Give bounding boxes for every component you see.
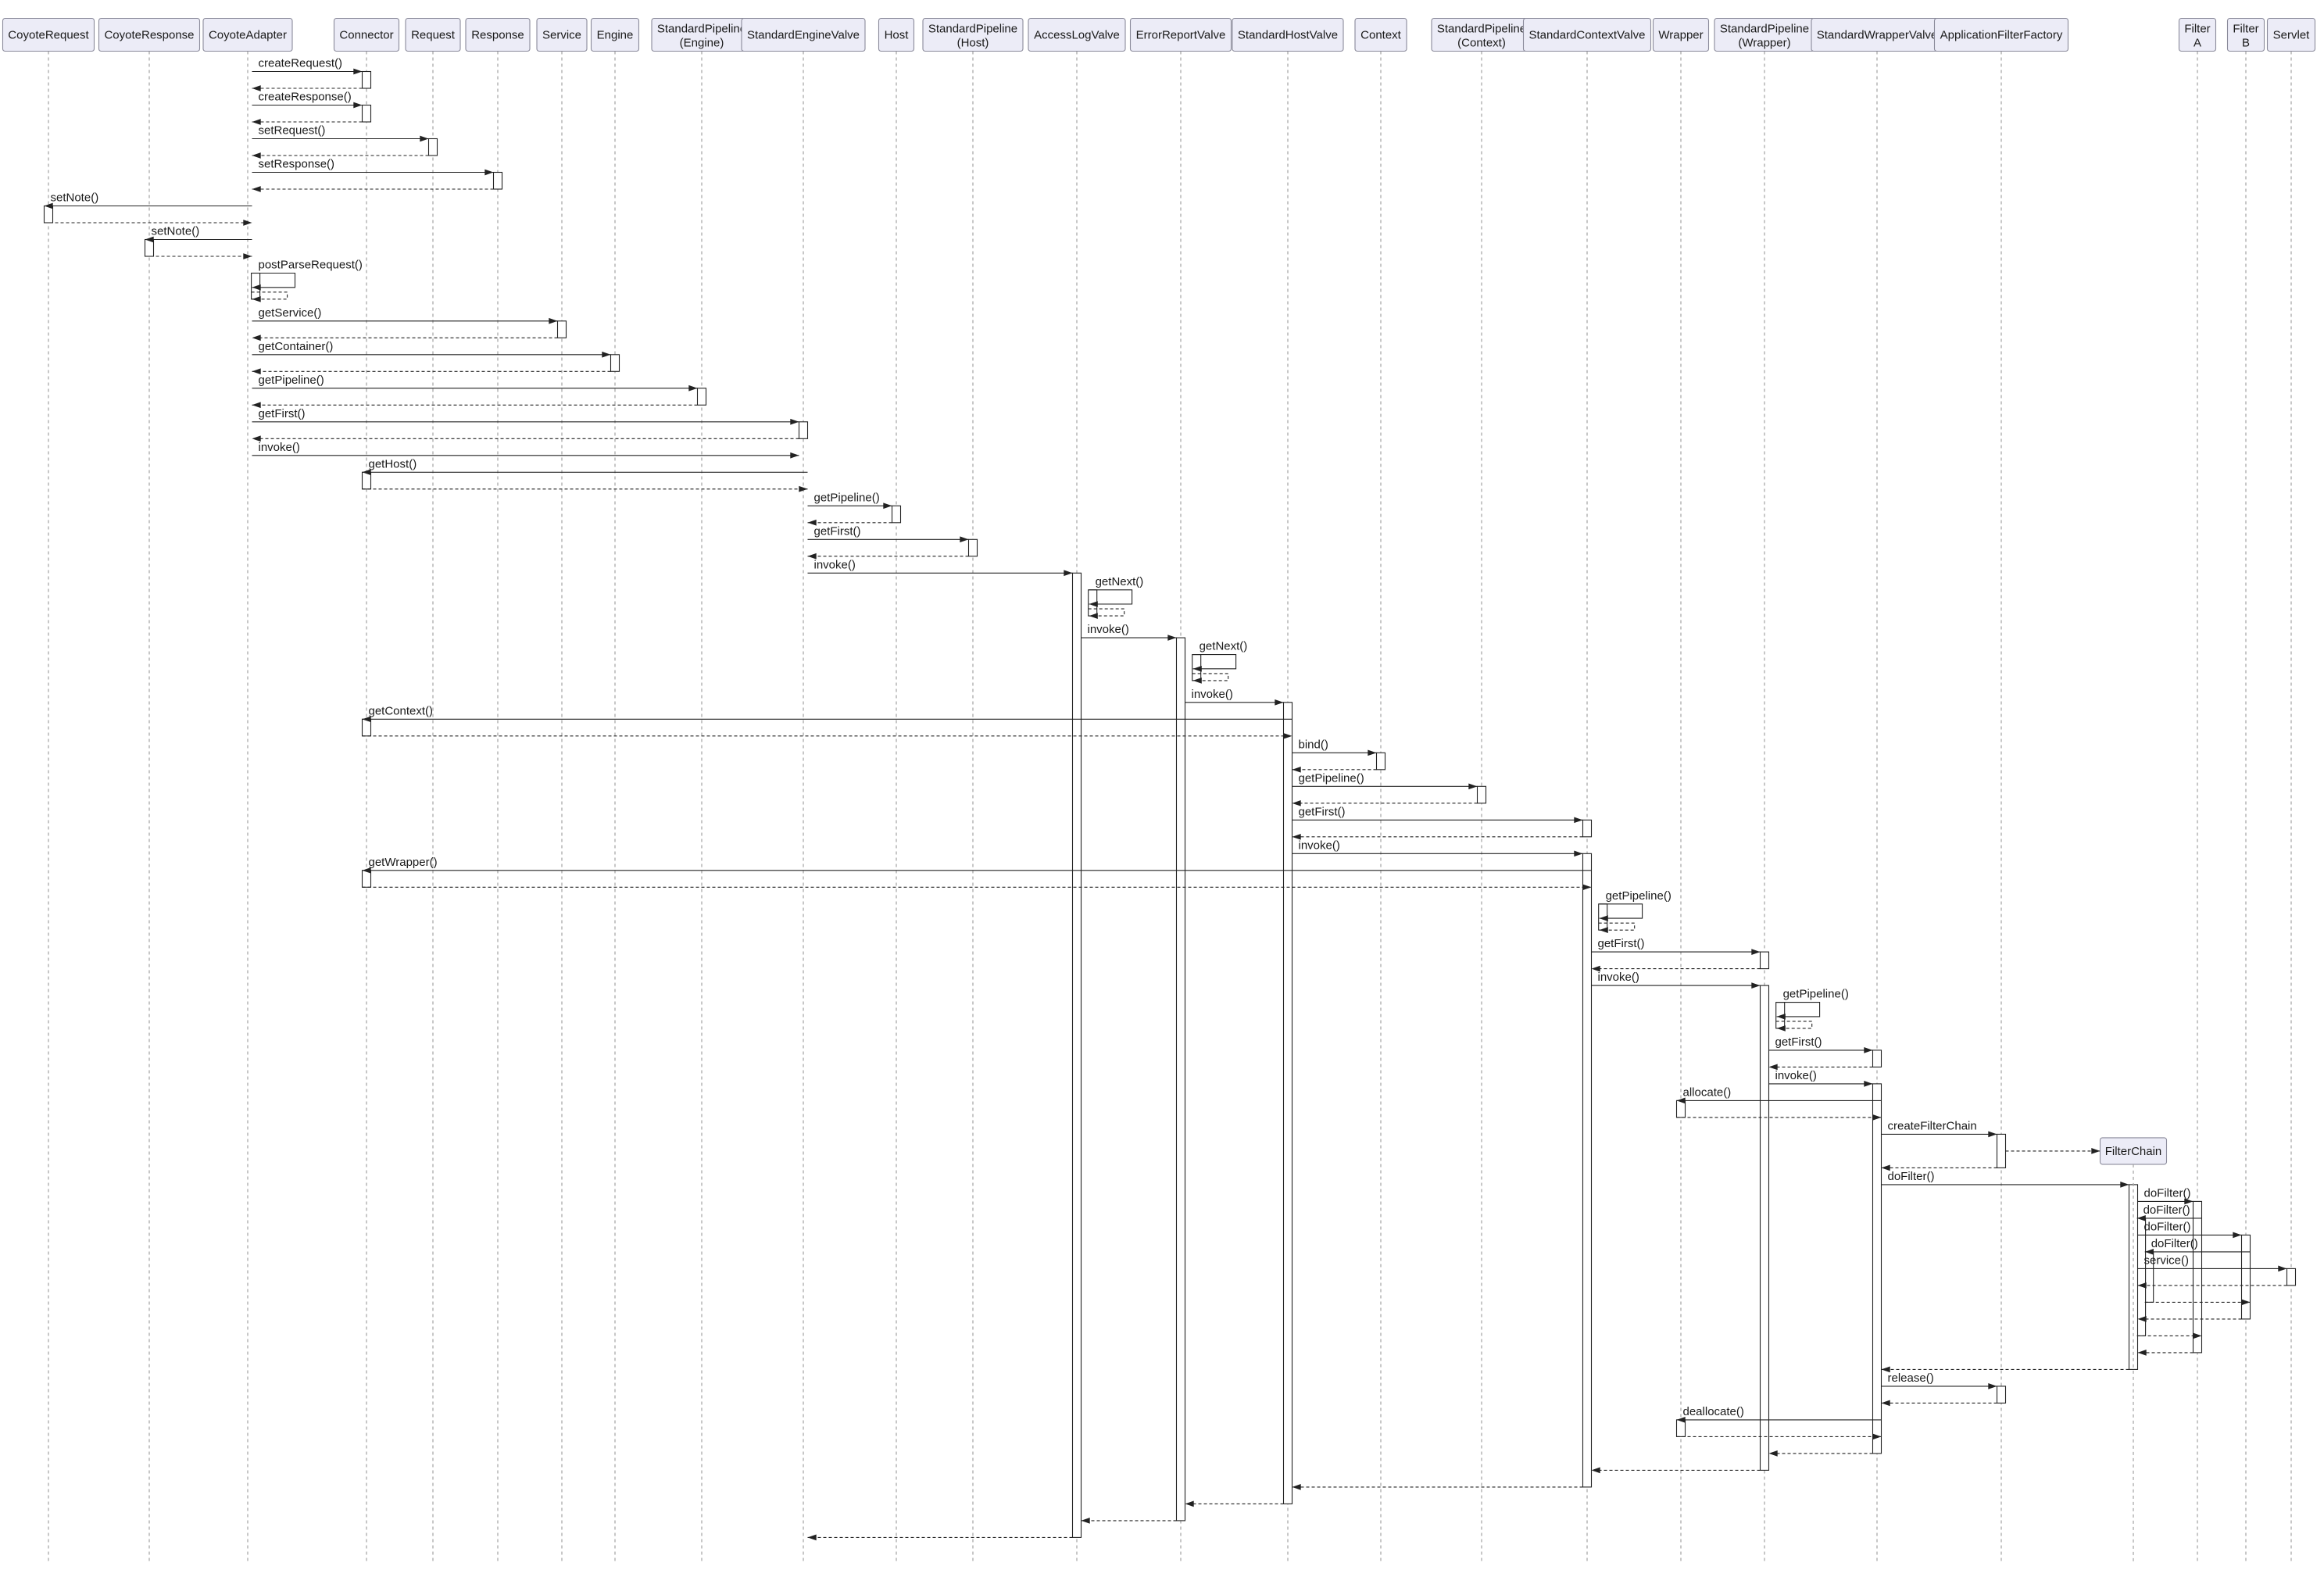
svg-text:(Host): (Host) xyxy=(957,37,989,50)
svg-text:Response: Response xyxy=(471,29,524,42)
svg-text:getContainer(): getContainer() xyxy=(259,340,334,353)
svg-text:StandardHostValve: StandardHostValve xyxy=(1238,29,1338,42)
svg-text:createResponse(): createResponse() xyxy=(259,91,352,104)
svg-text:createFilterChain: createFilterChain xyxy=(1888,1119,1977,1132)
svg-text:AccessLogValve: AccessLogValve xyxy=(1034,29,1120,42)
svg-text:getNext(): getNext() xyxy=(1200,640,1248,653)
svg-text:StandardPipeline: StandardPipeline xyxy=(1720,23,1809,36)
svg-text:doFilter(): doFilter() xyxy=(2143,1203,2190,1217)
svg-text:getWrapper(): getWrapper() xyxy=(369,856,438,869)
svg-text:Service: Service xyxy=(542,29,581,42)
svg-text:postParseRequest(): postParseRequest() xyxy=(259,259,363,272)
svg-text:Engine: Engine xyxy=(597,29,634,42)
svg-text:Context: Context xyxy=(1360,29,1402,42)
svg-text:getNext(): getNext() xyxy=(1096,575,1144,588)
svg-text:invoke(): invoke() xyxy=(1775,1069,1817,1082)
svg-text:StandardPipeline: StandardPipeline xyxy=(657,23,746,36)
svg-text:setNote(): setNote() xyxy=(152,225,200,238)
svg-text:Request: Request xyxy=(411,29,456,42)
svg-text:getFirst(): getFirst() xyxy=(1775,1035,1822,1049)
svg-text:invoke(): invoke() xyxy=(259,441,300,454)
svg-text:CoyoteRequest: CoyoteRequest xyxy=(8,29,89,42)
svg-text:invoke(): invoke() xyxy=(1598,971,1639,984)
svg-text:getFirst(): getFirst() xyxy=(814,524,861,538)
svg-text:getHost(): getHost() xyxy=(369,457,417,470)
svg-text:CoyoteAdapter: CoyoteAdapter xyxy=(209,29,287,42)
svg-text:release(): release() xyxy=(1888,1371,1934,1385)
svg-text:getPipeline(): getPipeline() xyxy=(814,491,880,504)
svg-text:invoke(): invoke() xyxy=(814,558,856,571)
svg-text:(Engine): (Engine) xyxy=(680,37,724,50)
svg-text:bind(): bind() xyxy=(1299,738,1328,751)
svg-text:StandardEngineValve: StandardEngineValve xyxy=(747,29,860,42)
svg-text:invoke(): invoke() xyxy=(1088,623,1129,636)
svg-text:getFirst(): getFirst() xyxy=(1598,937,1645,950)
svg-text:getService(): getService() xyxy=(259,306,322,320)
svg-text:invoke(): invoke() xyxy=(1299,839,1340,852)
svg-text:getContext(): getContext() xyxy=(369,704,434,717)
svg-text:Filter: Filter xyxy=(2233,23,2258,36)
svg-text:invoke(): invoke() xyxy=(1192,688,1233,701)
svg-text:FilterChain: FilterChain xyxy=(2105,1145,2162,1158)
svg-text:createRequest(): createRequest() xyxy=(259,57,343,70)
svg-text:doFilter(): doFilter() xyxy=(2144,1220,2191,1233)
svg-text:CoyoteResponse: CoyoteResponse xyxy=(104,29,194,42)
svg-text:getFirst(): getFirst() xyxy=(259,407,306,420)
svg-text:StandardPipeline: StandardPipeline xyxy=(1437,23,1526,36)
svg-text:getPipeline(): getPipeline() xyxy=(259,374,324,387)
svg-text:ErrorReportValve: ErrorReportValve xyxy=(1136,29,1226,42)
svg-text:getFirst(): getFirst() xyxy=(1299,805,1346,818)
svg-text:getPipeline(): getPipeline() xyxy=(1783,988,1849,1001)
svg-text:Host: Host xyxy=(885,29,910,42)
svg-text:ApplicationFilterFactory: ApplicationFilterFactory xyxy=(1940,29,2063,42)
svg-text:doFilter(): doFilter() xyxy=(1888,1170,1935,1183)
svg-text:Connector: Connector xyxy=(339,29,393,42)
svg-text:Filter: Filter xyxy=(2184,23,2210,36)
svg-text:getPipeline(): getPipeline() xyxy=(1606,889,1671,903)
svg-text:setRequest(): setRequest() xyxy=(259,124,326,138)
svg-text:(Context): (Context) xyxy=(1457,37,1506,50)
svg-text:A: A xyxy=(2193,37,2201,50)
svg-text:Wrapper: Wrapper xyxy=(1658,29,1703,42)
svg-text:Servlet: Servlet xyxy=(2273,29,2311,42)
svg-text:deallocate(): deallocate() xyxy=(1683,1405,1744,1418)
svg-text:(Wrapper): (Wrapper) xyxy=(1738,37,1790,50)
svg-text:StandardPipeline: StandardPipeline xyxy=(928,23,1017,36)
svg-text:getPipeline(): getPipeline() xyxy=(1299,771,1364,785)
svg-text:doFilter(): doFilter() xyxy=(2151,1237,2198,1250)
svg-text:StandardContextValve: StandardContextValve xyxy=(1529,29,1646,42)
svg-text:B: B xyxy=(2242,37,2250,50)
svg-text:setResponse(): setResponse() xyxy=(259,158,335,171)
svg-text:setNote(): setNote() xyxy=(51,191,99,205)
svg-text:doFilter(): doFilter() xyxy=(2144,1186,2191,1200)
svg-text:allocate(): allocate() xyxy=(1683,1085,1732,1099)
svg-text:service(): service() xyxy=(2144,1253,2190,1267)
svg-text:StandardWrapperValve: StandardWrapperValve xyxy=(1817,29,1938,42)
